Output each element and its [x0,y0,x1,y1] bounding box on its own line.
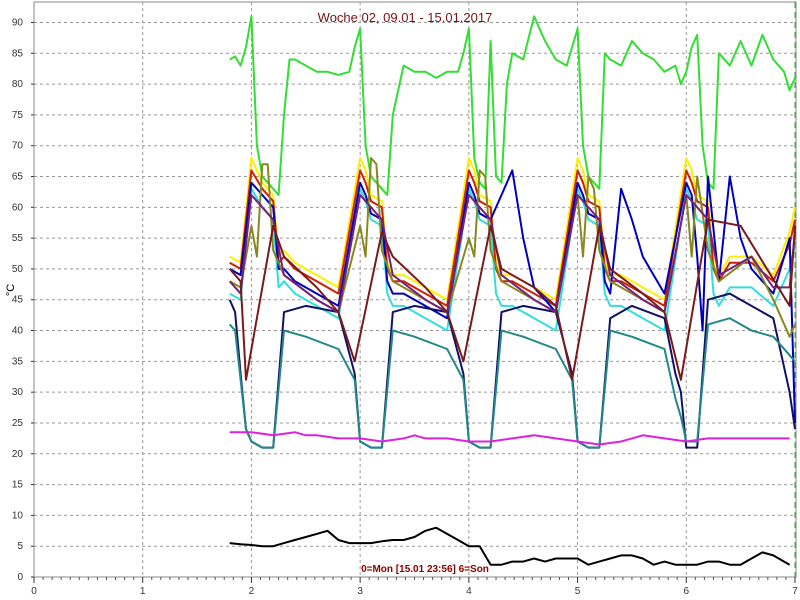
x-tick-label: 3 [357,586,363,597]
series-line-4 [229,187,796,332]
y-tick-label: 20 [12,449,24,460]
y-tick-label: 55 [12,233,24,244]
series-line-2 [229,157,796,301]
y-tick-label: 50 [12,264,24,275]
y-tick-label: 5 [17,541,23,552]
footnote: 0=Mon [15.01 23:56] 6=Son [361,564,489,575]
y-tick-label: 65 [12,172,24,183]
y-tick-label: 75 [12,110,24,121]
x-tick-label: 6 [684,586,690,597]
x-axis-ticks: 0 1 2 3 4 5 6 7 [31,577,798,597]
y-tick-label: 40 [12,326,24,337]
y-tick-label: 70 [12,141,24,152]
series-line-12 [229,526,791,566]
y-tick-label: 45 [12,295,24,306]
y-axis-label: °C [5,284,17,296]
y-tick-label: 30 [12,387,24,398]
y-tick-label: 25 [12,418,24,429]
y-tick-label: 35 [12,356,24,367]
y-tick-label: 60 [12,202,24,213]
y-tick-label: 10 [12,510,24,521]
x-tick-label: 5 [575,586,581,597]
y-tick-label: 90 [12,17,24,28]
y-tick-label: 0 [17,572,23,583]
plot-border [33,1,797,578]
x-tick-label: 2 [249,586,255,597]
y-tick-label: 85 [12,48,24,59]
series-line-5 [229,169,796,424]
series-line-10 [228,218,796,381]
x-tick-label: 0 [31,586,37,597]
series-line-11 [229,431,790,446]
y-tick-label: 80 [12,79,24,90]
grid [34,2,795,577]
series-group [228,15,796,566]
y-tick-label: 15 [12,480,24,491]
x-tick-label: 4 [466,586,472,597]
x-tick-label: 7 [792,586,798,597]
series-line-1 [229,15,796,196]
chart-title: Woche 02, 09.01 - 15.01.2017 [318,10,493,25]
x-tick-label: 1 [140,586,146,597]
y-axis-ticks: 0 5 10 15 20 25 30 35 40 45 50 55 60 65 70 75 80 85 90 [12,17,34,583]
